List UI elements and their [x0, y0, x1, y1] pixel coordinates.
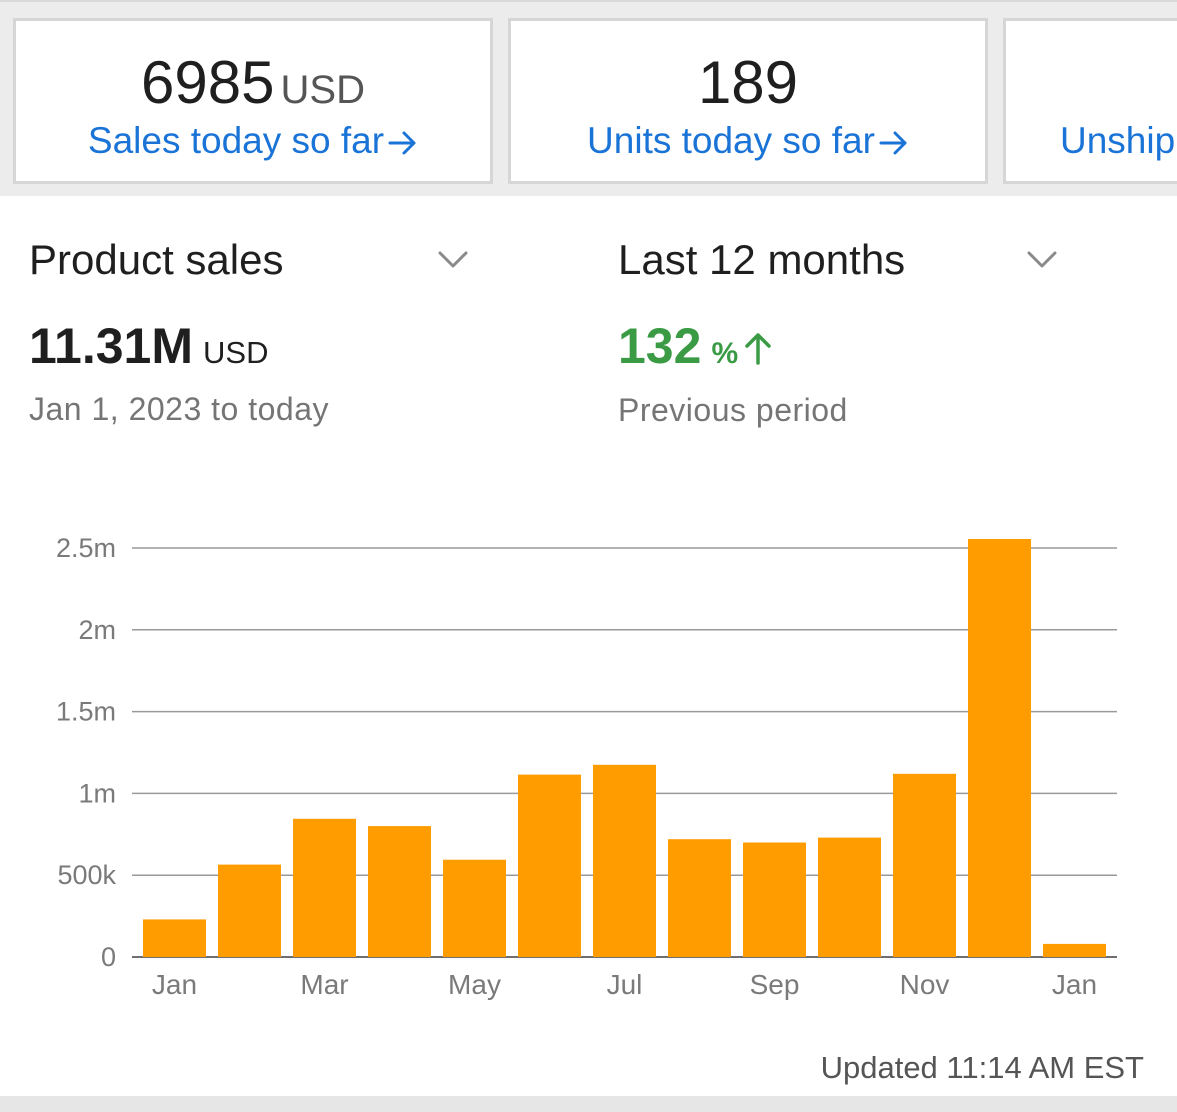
- updated-timestamp: Updated 11:14 AM EST: [820, 1050, 1144, 1085]
- metric-dropdown-label: Product sales: [29, 236, 284, 283]
- y-tick-label: 1.5m: [56, 697, 116, 727]
- sales-today-value-row: 6985 USD: [16, 53, 490, 120]
- metric-dropdown[interactable]: Product sales: [29, 232, 469, 288]
- bar-aug-7[interactable]: [668, 839, 731, 957]
- y-tick-label: 2.5m: [56, 533, 116, 563]
- sales-bar-chart: 0 500k 1m 1.5m 2m 2.5m Jan Mar May Jul Sep Nov Jan: [56, 533, 1117, 1000]
- x-tick-label: Jan: [152, 969, 197, 1000]
- sales-chart: 0 500k 1m 1.5m 2m 2.5m Jan Mar May Jul Sep Nov Jan: [0, 516, 1177, 1016]
- summary-cards: 6985 USD Sales today so far 189 Units tod…: [0, 0, 1177, 196]
- bottom-divider: [0, 1096, 1177, 1112]
- x-tick-label: Mar: [300, 969, 348, 1000]
- chevron-down-icon: [1027, 251, 1057, 268]
- total-sales-stat: 11.31M USD Jan 1, 2023 to today: [29, 318, 329, 428]
- sales-panel: Product sales Last 12 months 11.31M USD J…: [0, 196, 1177, 1096]
- bar-jun-5[interactable]: [518, 774, 581, 957]
- x-tick-label: Sep: [750, 969, 800, 1000]
- x-tick-label: Nov: [900, 969, 950, 1000]
- arrow-right-icon: [388, 131, 416, 155]
- units-today-card[interactable]: 189 Units today so far: [508, 18, 988, 184]
- bar-may-4[interactable]: [443, 859, 506, 957]
- range-dropdown-label: Last 12 months: [618, 236, 906, 283]
- bar-mar-2[interactable]: [293, 818, 356, 957]
- range-dropdown[interactable]: Last 12 months: [618, 232, 1058, 288]
- sales-today-link[interactable]: Sales today so far: [16, 121, 490, 161]
- total-sales-unit: USD: [203, 335, 269, 370]
- sales-today-value: 6985: [141, 49, 275, 116]
- unshipped-link[interactable]: Unship: [1060, 121, 1175, 161]
- bar-feb-1[interactable]: [218, 864, 281, 957]
- y-tick-label: 2m: [78, 615, 116, 645]
- change-stat: 132% Previous period: [618, 318, 848, 429]
- change-row: 132%: [618, 318, 848, 382]
- bar-nov-10[interactable]: [893, 773, 956, 957]
- sales-today-unit: USD: [280, 68, 365, 112]
- arrow-up-icon: [745, 333, 771, 365]
- bar-jul-6[interactable]: [593, 764, 656, 957]
- total-sales-value: 11.31M: [29, 318, 194, 374]
- sales-today-card[interactable]: 6985 USD Sales today so far: [13, 18, 493, 184]
- bar-oct-9[interactable]: [818, 837, 881, 957]
- units-today-value-row: 189: [511, 53, 985, 113]
- units-today-value: 189: [697, 49, 799, 116]
- total-sales-row: 11.31M USD: [29, 318, 329, 381]
- units-today-link[interactable]: Units today so far: [511, 121, 985, 161]
- units-today-link-label: Units today so far: [587, 120, 875, 161]
- bar-sep-8[interactable]: [743, 842, 806, 958]
- bar-jan-12[interactable]: [1043, 943, 1106, 957]
- change-caption: Previous period: [618, 392, 848, 428]
- y-tick-label: 0: [101, 942, 116, 972]
- bar-dec-11[interactable]: [968, 539, 1031, 957]
- change-value: 132: [618, 318, 702, 374]
- y-tick-label: 500k: [57, 860, 116, 890]
- change-unit: %: [711, 337, 739, 370]
- x-tick-label: Jul: [607, 969, 643, 1000]
- x-tick-label: Jan: [1052, 969, 1097, 1000]
- x-tick-label: May: [448, 969, 501, 1000]
- bar-jan-0[interactable]: [143, 919, 206, 957]
- total-sales-caption: Jan 1, 2023 to today: [29, 391, 329, 427]
- arrow-right-icon: [879, 131, 907, 155]
- chevron-down-icon: [438, 251, 468, 268]
- sales-today-link-label: Sales today so far: [87, 120, 385, 161]
- bar-apr-3[interactable]: [368, 826, 431, 957]
- unshipped-link-label: Unship: [1060, 120, 1176, 161]
- unshipped-card[interactable]: Unship: [1003, 18, 1177, 184]
- y-tick-label: 1m: [78, 778, 116, 808]
